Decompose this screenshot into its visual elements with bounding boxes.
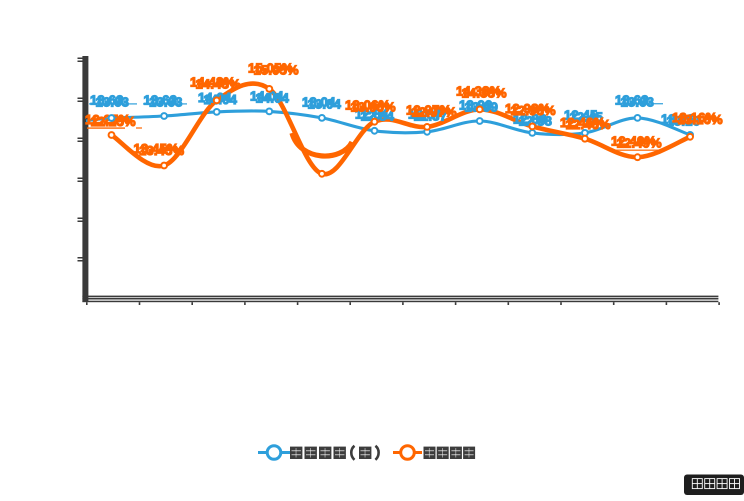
svg-text:13.63: 13.63 [96,95,130,110]
svg-text:12.45: 12.45 [570,110,604,125]
svg-text:12.88: 12.88 [519,114,553,129]
svg-text:14.04: 14.04 [250,89,284,104]
svg-text:13.04: 13.04 [302,95,336,110]
svg-text:13.63: 13.63 [149,95,183,110]
svg-text:13.06%: 13.06% [351,100,397,115]
svg-text:13.63: 13.63 [621,95,655,110]
svg-text:14.48%: 14.48% [196,77,242,92]
svg-text:12.46%: 12.46% [566,117,612,132]
svg-text:12.98%: 12.98% [505,101,551,116]
svg-text:12.25%: 12.25% [85,112,131,127]
svg-text:13.45%: 13.45% [134,141,180,156]
svg-text:13.16: 13.16 [661,112,695,127]
svg-text:12.84: 12.84 [361,109,395,124]
svg-text:13.45%: 13.45% [139,143,185,158]
svg-text:12.46%: 12.46% [560,115,606,130]
svg-text:13.04: 13.04 [308,97,342,112]
svg-text:13.99: 13.99 [459,98,493,113]
svg-text:12.45: 12.45 [564,108,598,123]
svg-text:14.04: 14.04 [204,92,238,107]
svg-text:13.16%: 13.16% [678,112,724,127]
svg-text:13.63: 13.63 [144,93,178,108]
svg-text:14.48%: 14.48% [190,75,236,90]
svg-text:12.98%: 12.98% [511,103,557,118]
svg-text:12.84: 12.84 [355,107,389,122]
svg-text:12.87: 12.87 [414,109,448,124]
svg-text:13.16: 13.16 [667,114,701,129]
svg-text:12.97%: 12.97% [406,103,452,118]
svg-text:12.97%: 12.97% [412,105,458,120]
svg-text:12.87: 12.87 [408,107,442,122]
svg-text:13.63: 13.63 [615,93,649,108]
svg-text:12.49%: 12.49% [617,136,663,151]
svg-text:15.05%: 15.05% [248,61,294,76]
svg-text:14.38%: 14.38% [462,86,508,101]
svg-text:13.63: 13.63 [90,93,124,108]
svg-text:14.04: 14.04 [256,91,290,106]
svg-text:13.06%: 13.06% [345,98,391,113]
svg-text:15.05%: 15.05% [254,63,300,78]
svg-text:14.38%: 14.38% [456,84,502,99]
svg-text:12.49%: 12.49% [611,134,657,149]
svg-text:13.16%: 13.16% [672,110,718,125]
svg-text:12.88: 12.88 [513,112,547,127]
